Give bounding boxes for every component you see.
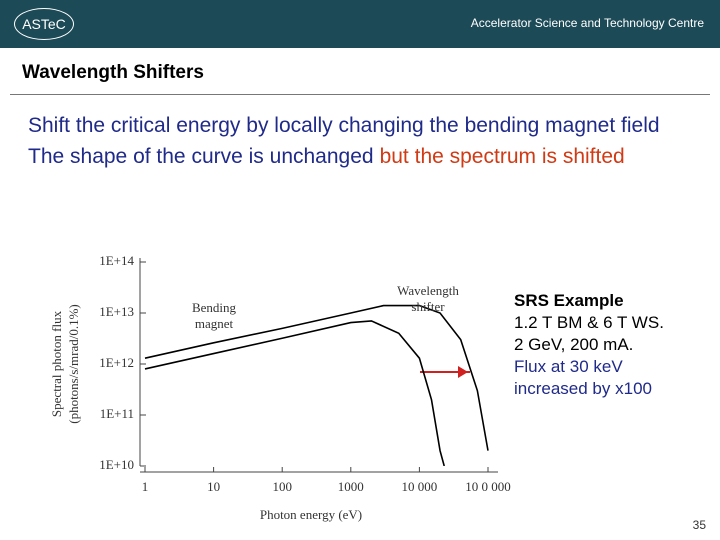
- bullet: The shape of the curve is unchanged but t…: [28, 143, 668, 170]
- x-tick-label: 100: [272, 479, 292, 494]
- centre-name: Accelerator Science and Technology Centr…: [470, 16, 704, 30]
- y-axis-label: (photons/s/mrad/0.1%): [66, 304, 81, 424]
- series-name-part: Bending: [192, 300, 237, 315]
- example-highlight: increased by x100: [514, 379, 652, 398]
- bullet-text: The shape of the curve is unchanged: [28, 145, 374, 168]
- example-highlight: Flux at 30 keV: [514, 357, 623, 376]
- series-name: Bending magnet: [192, 300, 237, 331]
- x-tick-label: 10: [207, 479, 220, 494]
- plot-area: [144, 304, 489, 466]
- bullet-text: Shift the critical energy by locally cha…: [28, 114, 660, 137]
- example-line: 2 GeV, 200 mA.: [514, 335, 634, 354]
- y-tick-label: 1E+12: [99, 355, 134, 370]
- title-rule: [10, 94, 710, 95]
- page-number: 35: [692, 518, 706, 532]
- bullet: Shift the critical energy by locally cha…: [28, 112, 668, 139]
- series-line: [144, 304, 489, 451]
- header-bar: ASTeC Accelerator Science and Technology…: [0, 0, 720, 48]
- series-name: Wavelength shifter: [397, 283, 459, 314]
- x-axis-label: Photon energy (eV): [260, 507, 362, 522]
- y-tick-label: 1E+14: [99, 253, 134, 268]
- bullets: Shift the critical energy by locally cha…: [28, 112, 668, 174]
- series-line: [144, 320, 445, 466]
- x-tick-label: 10 000: [402, 479, 438, 494]
- bullet-highlight: but the spectrum is shifted: [379, 145, 625, 168]
- y-tick-label: 1E+11: [100, 406, 134, 421]
- logo: ASTeC: [14, 8, 74, 40]
- example-heading: SRS Example: [514, 291, 624, 310]
- series-label: Bending magnet: [192, 300, 237, 331]
- x-tick-label: 1000: [338, 479, 364, 494]
- series-name-part: magnet: [195, 316, 234, 331]
- series-name-part: shifter: [411, 299, 445, 314]
- arrow-head: [458, 366, 468, 378]
- y-tick-label: 1E+13: [99, 304, 134, 319]
- example-box: SRS Example 1.2 T BM & 6 T WS. 2 GeV, 20…: [514, 290, 664, 400]
- series-name-part: Wavelength: [397, 283, 459, 298]
- slide-title: Wavelength Shifters: [22, 62, 204, 83]
- y-tick-label: 1E+10: [99, 457, 134, 472]
- series-label: Wavelength shifter: [397, 283, 459, 314]
- x-tick-label: 10 0 000: [465, 479, 511, 494]
- y-axis-label: Spectral photon flux: [49, 310, 64, 417]
- x-tick-label: 1: [142, 479, 149, 494]
- example-line: 1.2 T BM & 6 T WS.: [514, 313, 664, 332]
